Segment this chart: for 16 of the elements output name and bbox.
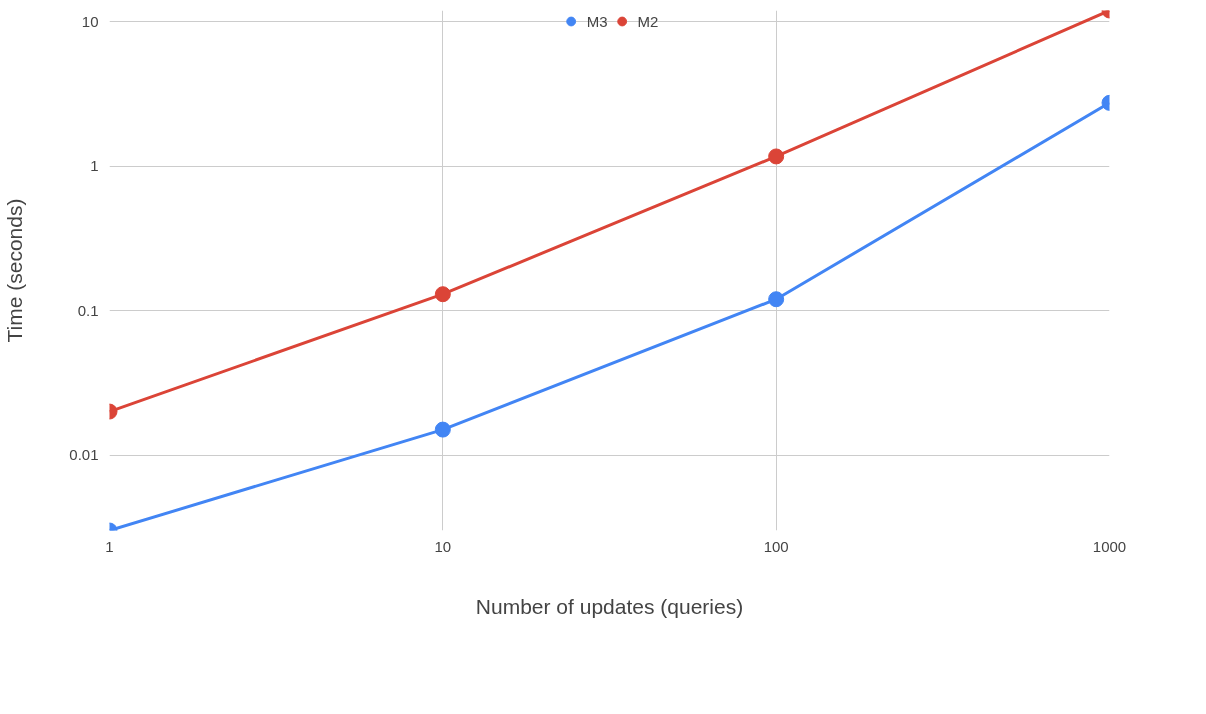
legend-label: M3 (586, 12, 608, 30)
x-tick-label: 100 (763, 537, 789, 555)
y-axis-title: Time (seconds) (3, 198, 27, 343)
y-tick-label: 0.1 (77, 301, 99, 319)
y-tick-label: 10 (81, 12, 99, 30)
point (434, 421, 451, 438)
legend-label: M2 (637, 12, 659, 30)
x-tick-label: 1 (105, 537, 114, 555)
y-tick-label: 1 (90, 157, 99, 175)
x-axis-title: Number of updates (queries) (475, 594, 744, 618)
point (768, 148, 785, 165)
y-tick-label: 0.01 (69, 446, 99, 464)
x-tick-label: 10 (434, 537, 452, 555)
x-tick-label: 1000 (1092, 537, 1127, 555)
point (434, 286, 451, 303)
point (768, 291, 785, 308)
